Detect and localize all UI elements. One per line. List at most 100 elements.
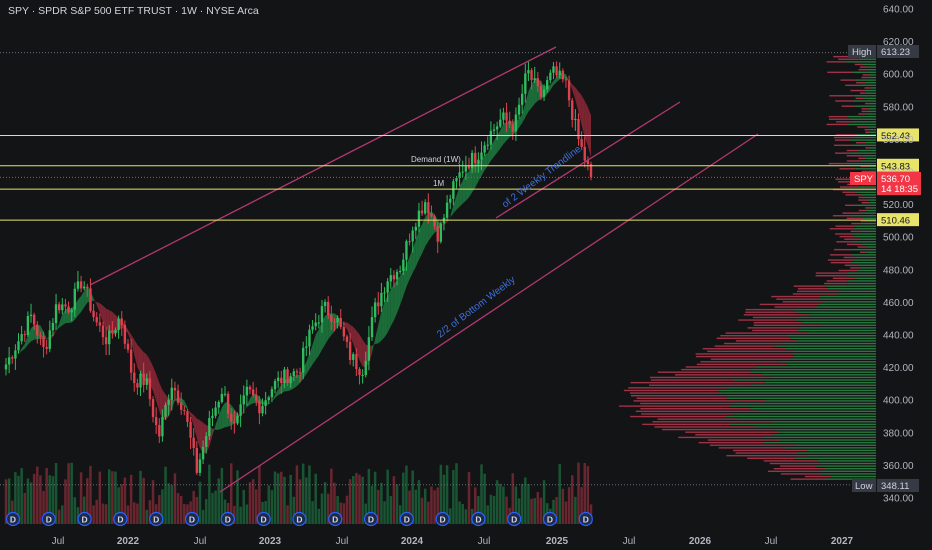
ribbon-segment <box>422 216 426 254</box>
volume-bar <box>301 463 305 524</box>
volume-bar <box>239 506 242 524</box>
candle-body <box>514 114 518 132</box>
dividend-marker[interactable] <box>149 511 164 527</box>
ribbon-segment <box>553 76 557 86</box>
volume-bar <box>439 464 443 524</box>
dividend-marker[interactable] <box>184 511 200 527</box>
candle-body <box>133 372 136 384</box>
dividend-marker[interactable] <box>113 511 128 527</box>
dividend-marker[interactable] <box>399 511 414 527</box>
candle-body <box>158 425 161 437</box>
dividend-marker[interactable] <box>5 511 21 527</box>
profile-bar-buy <box>837 293 876 295</box>
y-axis-tick-label: 340.00 <box>883 494 914 505</box>
profile-bar-sell <box>858 157 866 160</box>
candle-body <box>45 347 48 349</box>
volume-bar <box>458 501 461 524</box>
dividend-marker[interactable] <box>578 511 593 527</box>
candle-body <box>111 330 114 333</box>
ribbon-segment <box>362 339 366 367</box>
candle-body <box>420 210 424 214</box>
candle-body <box>39 335 42 337</box>
volume-bar <box>289 474 292 524</box>
profile-bar-sell <box>654 426 755 428</box>
ribbon-segment <box>84 286 88 308</box>
volume-bar <box>367 468 371 524</box>
profile-bar-buy <box>790 358 876 360</box>
dividend-marker-label: D <box>404 515 410 525</box>
x-axis-tick-label: 2027 <box>831 536 854 547</box>
profile-bar-buy <box>855 79 876 81</box>
candle-body <box>273 380 277 390</box>
candle-body <box>530 70 533 81</box>
volume-bar <box>292 496 296 524</box>
profile-bar-sell <box>845 84 860 87</box>
profile-bar-buy <box>828 288 876 290</box>
candle-body <box>373 302 377 318</box>
volume-bar <box>158 495 161 524</box>
volume-bar <box>305 477 308 524</box>
ribbon-segment <box>406 257 410 287</box>
profile-bar-sell <box>858 199 867 201</box>
ribbon-segment <box>400 271 404 305</box>
dividend-marker[interactable] <box>542 511 558 527</box>
candle-body <box>192 437 195 448</box>
profile-bar-buy <box>847 282 876 285</box>
candle-body <box>352 354 355 360</box>
candle-body <box>211 415 214 419</box>
profile-bar-sell <box>698 441 763 444</box>
dividend-marker[interactable] <box>435 511 450 527</box>
dividend-marker[interactable] <box>220 511 235 527</box>
volume-bar <box>436 487 439 524</box>
dividend-marker[interactable] <box>77 511 92 527</box>
candle-body <box>11 357 14 359</box>
volume-bar <box>474 487 477 524</box>
candle-body <box>255 395 258 401</box>
bottom-weekly-line[interactable] <box>219 133 759 493</box>
profile-bar-buy <box>857 269 876 272</box>
profile-bar-buy <box>797 452 876 454</box>
profile-bar-buy <box>866 199 876 201</box>
profile-bar-sell <box>771 295 820 298</box>
candle-body <box>151 399 155 417</box>
profile-bar-buy <box>858 58 876 60</box>
dividend-marker[interactable] <box>41 511 56 527</box>
profile-bar-buy <box>847 280 876 282</box>
x-axis-tick-label: Jul <box>336 536 349 547</box>
candle-body <box>48 330 51 349</box>
dividend-marker[interactable] <box>363 511 379 527</box>
volume-bar <box>211 492 214 524</box>
profile-bar-sell <box>763 460 819 462</box>
volume-bar <box>373 471 377 524</box>
volume-bar <box>54 463 58 524</box>
dividend-marker[interactable] <box>507 511 522 527</box>
dividend-marker[interactable] <box>328 511 343 527</box>
volume-bar <box>126 505 130 524</box>
volume-bar <box>467 472 471 524</box>
dividend-marker[interactable] <box>471 511 486 527</box>
profile-bar-sell <box>759 303 819 306</box>
volume-bar <box>23 492 27 524</box>
profile-bar-buy <box>807 332 876 334</box>
dividend-marker[interactable] <box>256 511 271 527</box>
volume-bar <box>251 479 255 524</box>
profile-bar-sell <box>844 264 857 266</box>
candle-body <box>220 393 224 402</box>
dividend-marker[interactable] <box>292 511 307 527</box>
high-value: 613.23 <box>881 47 910 58</box>
volume-bar <box>311 501 314 524</box>
volume-bar <box>242 489 246 524</box>
volume-bar <box>445 465 449 524</box>
profile-bar-buy <box>797 329 876 332</box>
candle-body <box>552 66 555 73</box>
y-axis-tick-label: 420.00 <box>883 363 914 374</box>
profile-bar-buy <box>779 361 876 363</box>
middle-trendline[interactable] <box>495 101 681 219</box>
profile-bar-buy <box>750 384 876 386</box>
low-label: Low <box>855 481 873 492</box>
candle-body <box>217 401 220 408</box>
profile-bar-sell <box>735 340 797 342</box>
profile-bar-buy <box>851 233 876 235</box>
